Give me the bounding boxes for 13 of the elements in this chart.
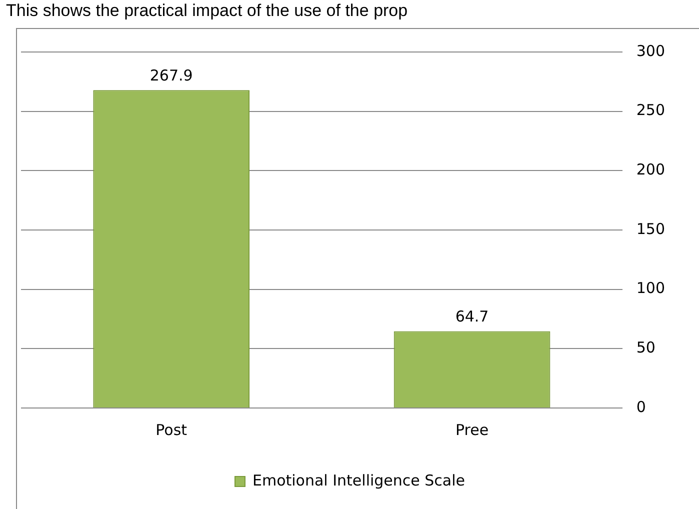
x-tick-label: Post — [156, 420, 188, 439]
x-tick-label: Pree — [455, 420, 489, 439]
data-label: 267.9 — [150, 66, 193, 84]
data-label: 64.7 — [455, 308, 489, 326]
y-tick-label: 100 — [636, 279, 666, 298]
chart-title: This shows the practical impact of the use of the prop — [6, 0, 408, 22]
y-tick-label: 0 — [636, 398, 646, 416]
y-tick-label: 50 — [636, 338, 656, 357]
legend-label: Emotional Intelligence Scale — [252, 471, 466, 490]
y-tick-label: 300 — [636, 42, 666, 60]
y-tick-label: 200 — [636, 160, 666, 179]
y-tick-label: 150 — [636, 220, 666, 238]
y-tick-label: 250 — [636, 101, 666, 120]
